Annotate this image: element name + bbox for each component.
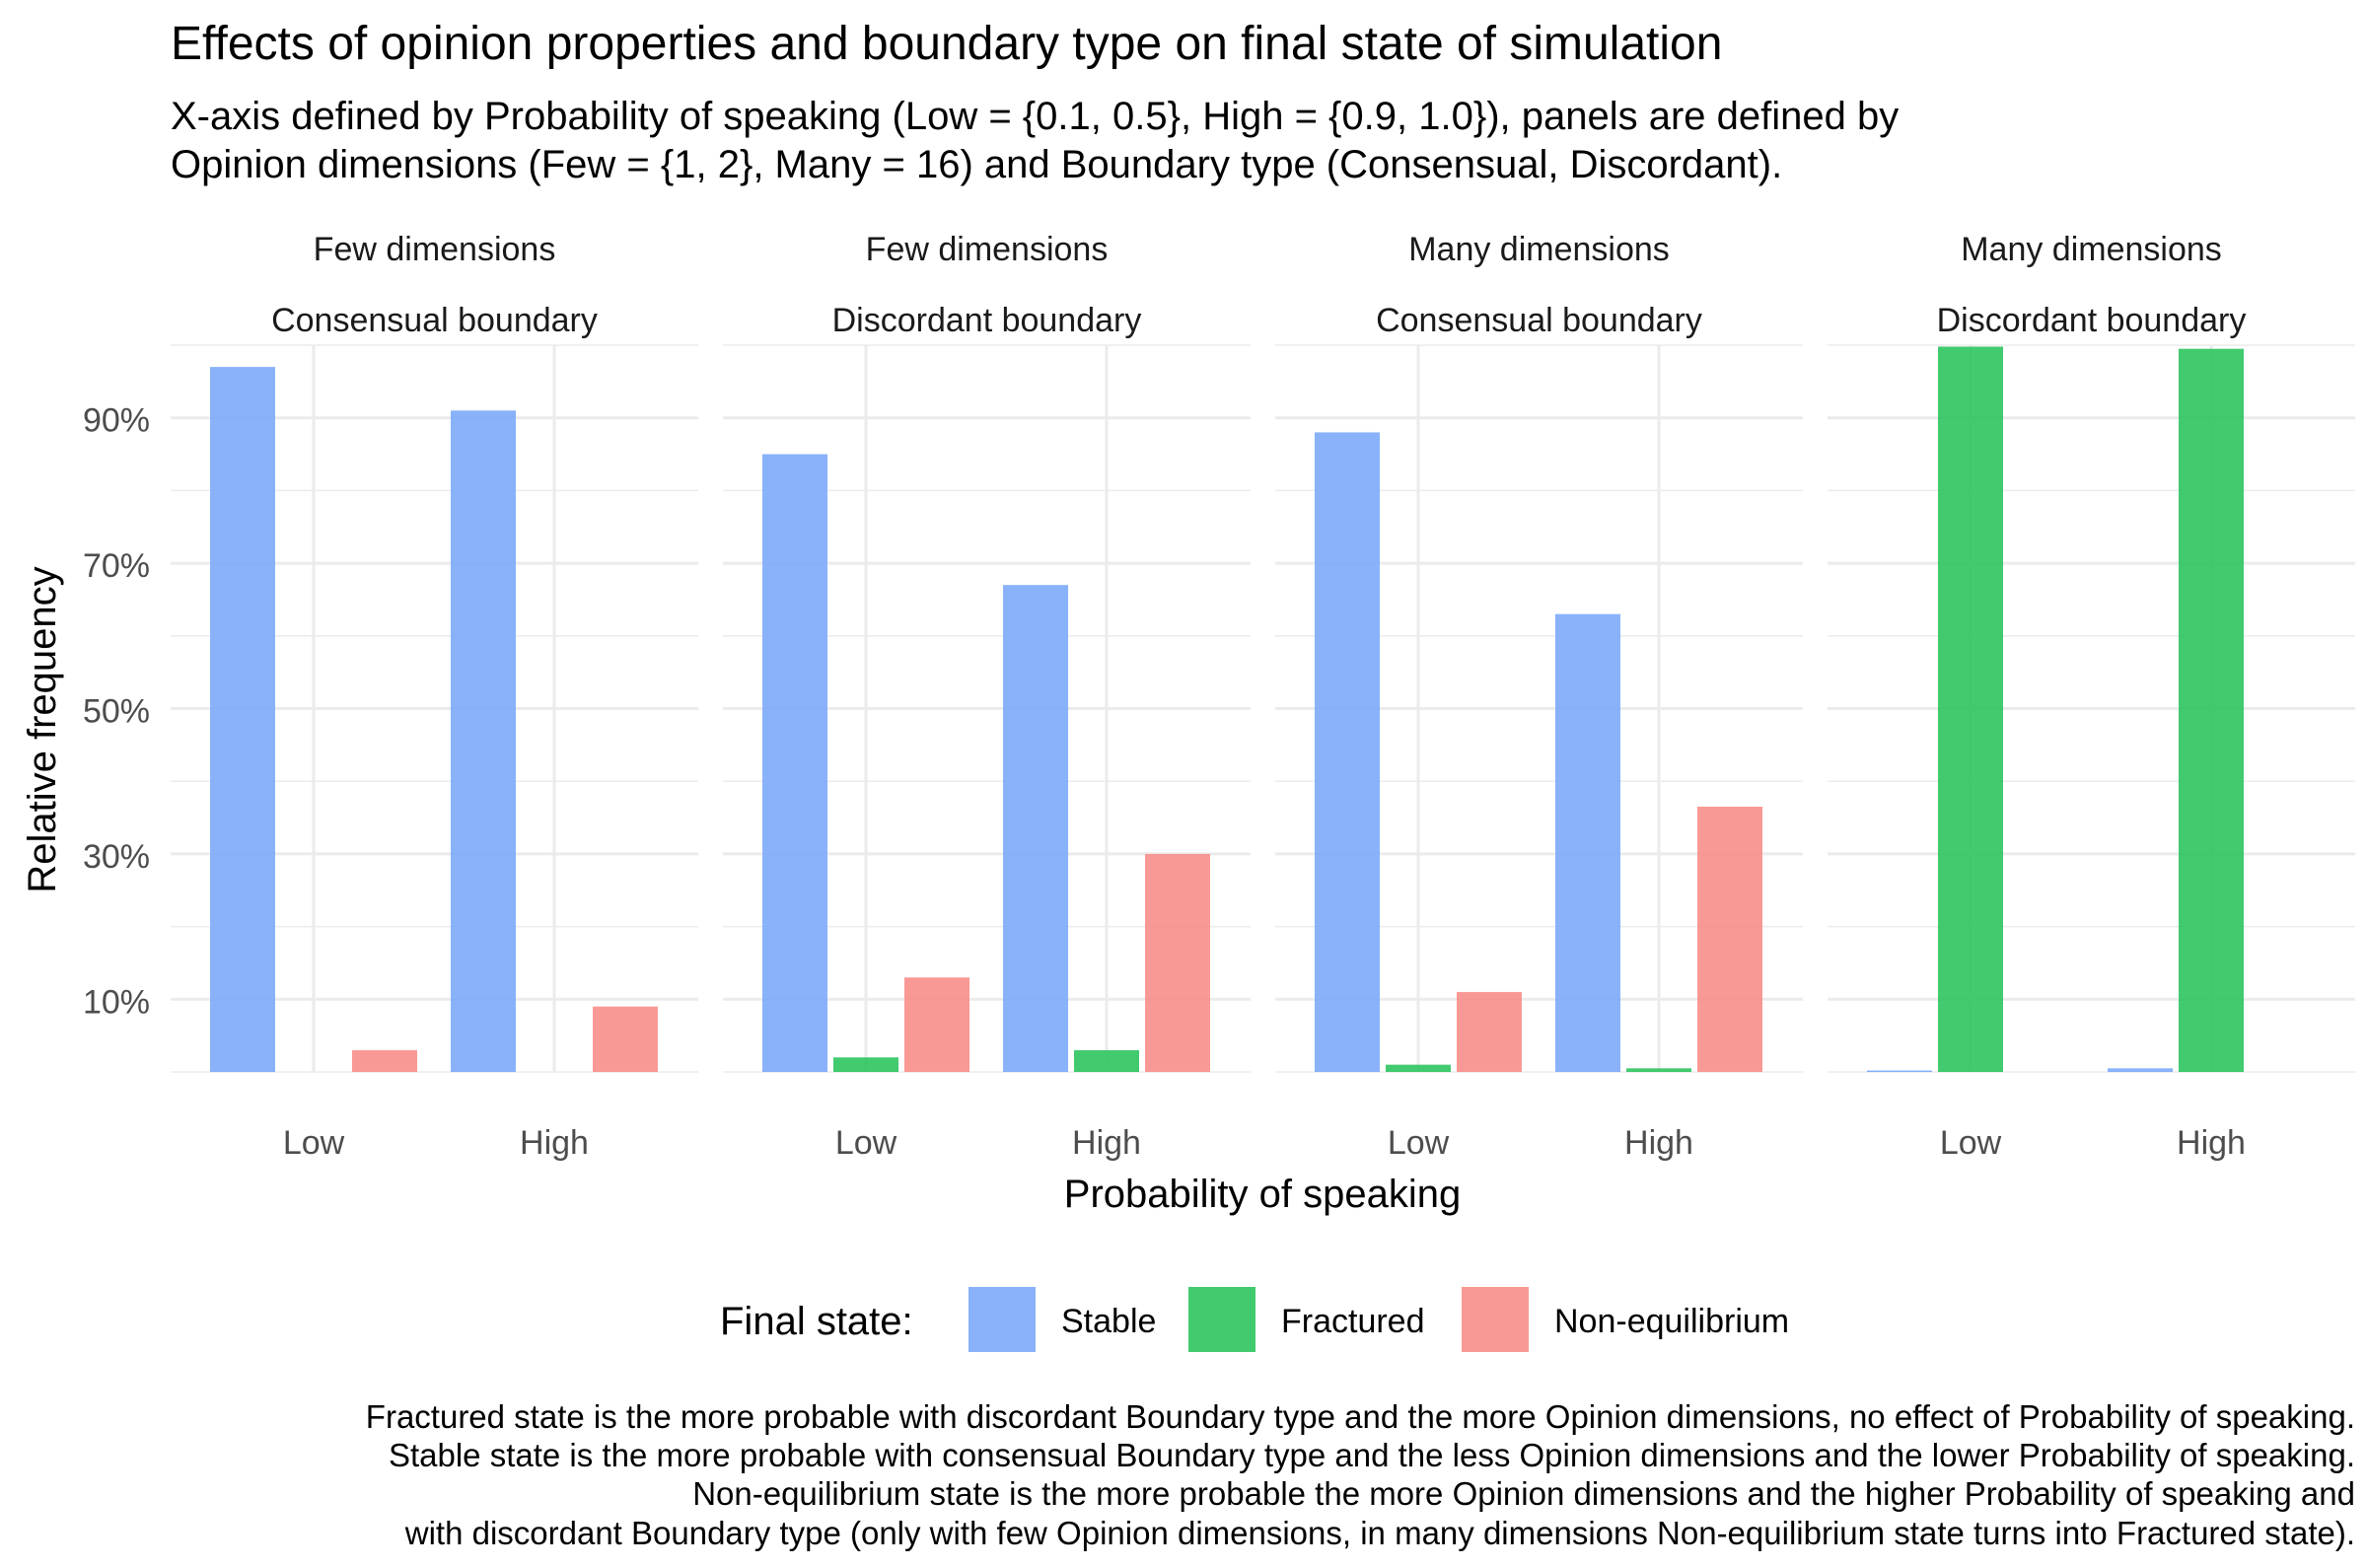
panels-group: 10% 30% 50% 70% 90% Few dimensions Consensual … [83, 231, 2355, 1162]
strip-label-boundary: Consensual boundary [1376, 302, 1702, 339]
chart-subtitle-line-1: X-axis defined by Probability of speakin… [171, 95, 1899, 138]
bar-fractured-high [1626, 1068, 1691, 1072]
legend-key [1188, 1287, 1255, 1352]
legend-label: Non-equilibrium [1554, 1303, 1789, 1340]
x-axis-label: Probability of speaking [1064, 1173, 1461, 1216]
bar-non-equilibrium-low [904, 977, 969, 1072]
bar-stable-high [451, 410, 516, 1073]
panel-2: Few dimensions Discordant boundary Low High [723, 231, 1251, 1162]
panel-1: Few dimensions Consensual boundary Low High [171, 231, 698, 1162]
bar-fractured-low [1386, 1064, 1451, 1072]
y-tick-label: 70% [83, 547, 150, 585]
caption: Fractured state is the more probable wit… [366, 1398, 2355, 1551]
x-tick-label: High [1072, 1124, 1141, 1162]
legend-label: Fractured [1281, 1303, 1425, 1340]
bar-non-equilibrium-high [1697, 806, 1762, 1072]
y-tick-label: 10% [83, 983, 150, 1021]
caption-line-4: with discordant Boundary type (only with… [404, 1515, 2355, 1551]
strip-label-dimensions: Few dimensions [866, 231, 1109, 268]
x-tick-label: High [520, 1124, 589, 1162]
legend-key [1462, 1287, 1529, 1352]
panel-3: Many dimensions Consensual boundary Low Hig… [1275, 231, 1803, 1162]
strip-label-dimensions: Many dimensions [1408, 231, 1670, 268]
chart-subtitle-line-2: Opinion dimensions (Few = {1, 2}, Many =… [171, 143, 1782, 186]
x-tick-label: Low [835, 1124, 897, 1162]
x-tick-label: High [2177, 1124, 2246, 1162]
y-tick-label: 30% [83, 838, 150, 876]
panel-4: Many dimensions Discordant boundary Low Hig… [1828, 231, 2355, 1162]
bar-stable-low [762, 454, 827, 1072]
y-tick-label: 90% [83, 402, 150, 440]
bar-stable-high [1555, 613, 1620, 1072]
bar-stable-high [1003, 585, 1068, 1072]
bar-fractured-high [1074, 1049, 1139, 1072]
strip-label-boundary: Consensual boundary [271, 302, 598, 339]
bar-fractured-low [833, 1057, 898, 1072]
bar-non-equilibrium-low [1457, 991, 1522, 1072]
legend-key [968, 1287, 1036, 1352]
bar-stable-high [2108, 1068, 2173, 1072]
legend: Final state: Stable Fractured Non-equilibr… [720, 1287, 1789, 1352]
strip-label-dimensions: Few dimensions [314, 231, 556, 268]
legend-label: Stable [1061, 1303, 1156, 1340]
bar-stable-low [210, 367, 275, 1072]
y-tick-label: 50% [83, 693, 150, 731]
legend-title: Final state: [720, 1300, 913, 1343]
bar-stable-low [1315, 432, 1380, 1072]
bar-stable-low [1867, 1070, 1932, 1072]
bar-non-equilibrium-high [593, 1006, 658, 1072]
y-axis-label: Relative frequency [21, 566, 64, 892]
strip-label-boundary: Discordant boundary [832, 302, 1142, 339]
chart-title: Effects of opinion properties and bounda… [171, 18, 1722, 70]
strip-label-dimensions: Many dimensions [1961, 231, 2222, 268]
x-tick-label: Low [1388, 1124, 1450, 1162]
x-tick-label: Low [283, 1124, 345, 1162]
caption-line-1: Fractured state is the more probable wit… [366, 1398, 2355, 1435]
strip-label-boundary: Discordant boundary [1937, 302, 2247, 339]
bar-fractured-low [1938, 346, 2003, 1072]
caption-line-3: Non-equilibrium state is the more probab… [692, 1475, 2355, 1512]
x-tick-label: Low [1940, 1124, 2002, 1162]
bar-fractured-high [2179, 348, 2244, 1072]
bar-non-equilibrium-low [352, 1049, 417, 1072]
caption-line-2: Stable state is the more probable with c… [389, 1437, 2355, 1473]
bar-non-equilibrium-high [1145, 853, 1210, 1072]
x-tick-label: High [1624, 1124, 1693, 1162]
